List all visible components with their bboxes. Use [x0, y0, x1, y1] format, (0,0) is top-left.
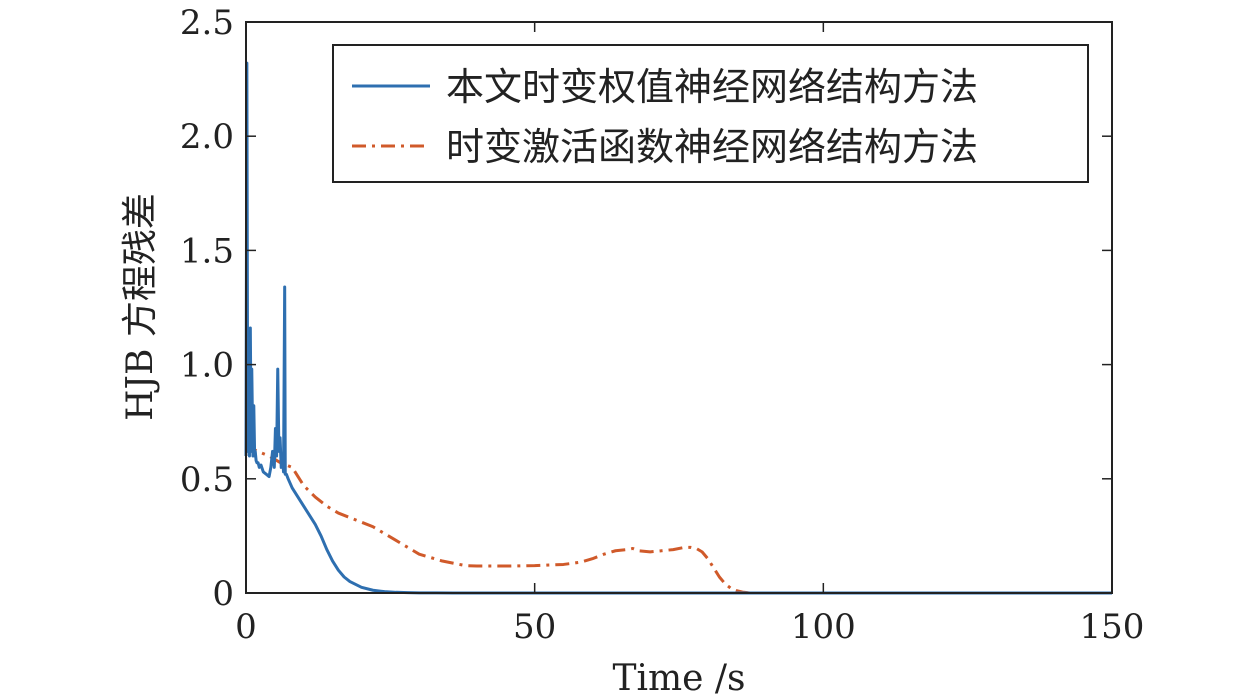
legend-box: [332, 44, 1089, 183]
x-tick-label: 0: [235, 607, 257, 647]
x-tick-label: 100: [791, 607, 856, 647]
y-axis-label: HJB 方程残差: [120, 193, 161, 421]
series-line-1: [244, 445, 1112, 595]
y-tick-label: 2.0: [180, 117, 234, 157]
y-tick-label: 1.0: [180, 346, 234, 386]
y-tick-label: 0.5: [180, 460, 234, 500]
x-tick-label: 50: [513, 607, 556, 647]
axis-ticks: 0 50 100 150 0 0.5 1.0 1.5 2.0 2.5: [180, 3, 1145, 647]
x-axis-label: Time /s: [612, 658, 745, 699]
y-tick-label: 2.5: [180, 3, 234, 43]
y-tick-label: 1.5: [180, 231, 234, 271]
legend: 本文时变权值神经网络结构方法 时变激活函数神经网络结构方法: [332, 44, 1089, 183]
legend-label-0: 本文时变权值神经网络结构方法: [446, 65, 978, 109]
x-tick-label: 150: [1080, 607, 1145, 647]
y-tick-label: 0: [212, 574, 234, 614]
plot-frame: [245, 21, 1113, 594]
legend-label-1: 时变激活函数神经网络结构方法: [446, 125, 978, 169]
